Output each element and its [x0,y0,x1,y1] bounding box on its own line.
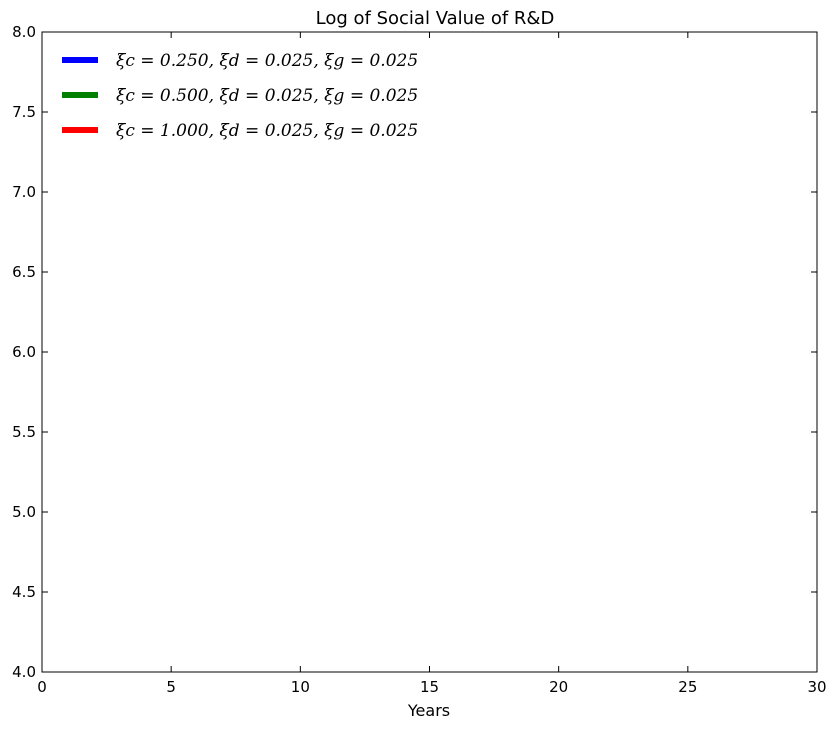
y-tick-label: 5.5 [12,423,36,441]
x-tick-label: 0 [37,678,47,696]
x-tick-label: 15 [420,678,439,696]
x-tick-label: 5 [166,678,176,696]
legend-entry: ξc = 1.000, ξd = 0.025, ξg = 0.025 [116,121,418,141]
x-tick-label: 25 [678,678,697,696]
y-tick-label: 4.5 [12,583,36,601]
y-tick-label: 7.0 [12,183,36,201]
y-tick-label: 7.5 [12,103,36,121]
plot-area [41,31,818,673]
legend-entry: ξc = 0.250, ξd = 0.025, ξg = 0.025 [116,51,418,71]
x-axis-label: Years [407,701,450,720]
x-axis: 0 5 10 15 20 25 30 [37,32,827,696]
legend-entry: ξc = 0.500, ξd = 0.025, ξg = 0.025 [116,86,418,106]
y-tick-label: 8.0 [12,23,36,41]
y-tick-label: 6.0 [12,343,36,361]
chart-title: Log of Social Value of R&D [316,8,555,29]
y-tick-label: 4.0 [12,663,36,681]
x-tick-label: 20 [549,678,568,696]
y-tick-label: 5.0 [12,503,36,521]
y-tick-label: 6.5 [12,263,36,281]
legend: ξc = 0.250, ξd = 0.025, ξg = 0.025 ξc = 0… [62,51,418,141]
x-tick-label: 10 [291,678,310,696]
x-tick-label: 30 [807,678,826,696]
y-axis: 4.0 4.5 5.0 5.5 6.0 6.5 7.0 7.5 8.0 [12,23,817,681]
